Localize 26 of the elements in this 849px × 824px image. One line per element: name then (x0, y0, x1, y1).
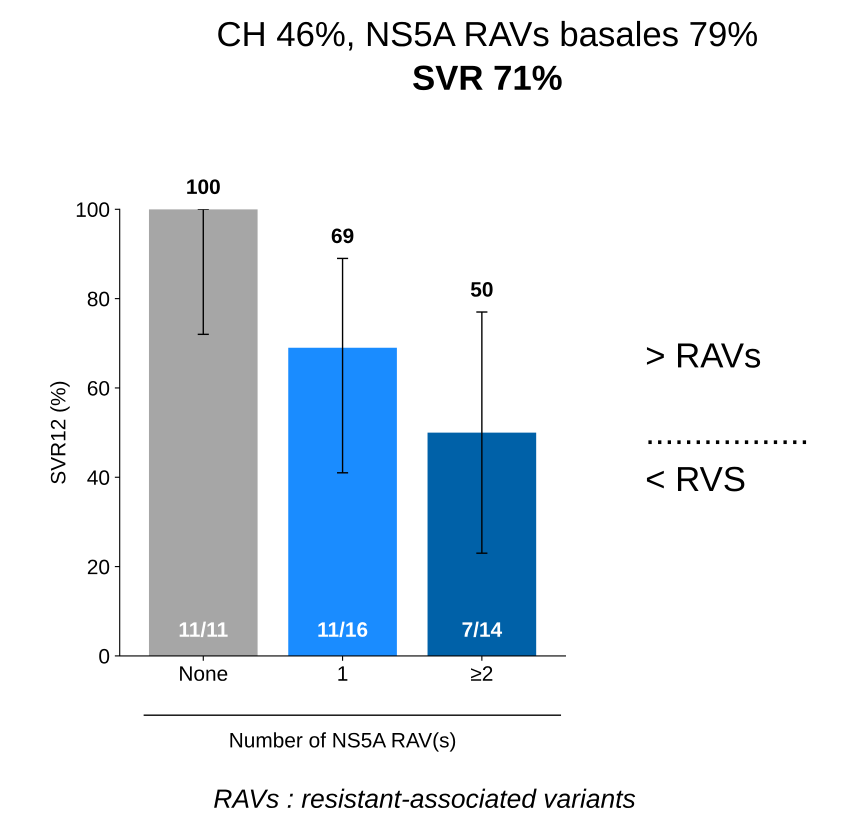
annotation: 50 (470, 282, 493, 297)
annotation: 11/11 (180, 622, 228, 638)
annotation: 69 (332, 228, 354, 244)
x-axis-title: Number of NS5A RAV(s) (230, 732, 456, 752)
y-tick-label: 100 (76, 202, 110, 218)
chart-title: CH 46%, NS5A RAVs basales 79% (218, 20, 757, 50)
y-tick-label: 80 (88, 292, 110, 306)
text: RAVs : resistant-associated variants (214, 788, 636, 808)
y-tick-label: 20 (88, 560, 110, 574)
x-tick-label: 1 (338, 666, 348, 681)
y-tick-label: 60 (88, 380, 110, 396)
bar (288, 348, 397, 656)
y-tick-label: 0 (99, 648, 110, 664)
chart-subtitle: SVR 71% (413, 65, 562, 90)
text: < RVS (646, 466, 744, 492)
x-tick-label: ≥2 (471, 666, 492, 681)
annotation: 11/16 (318, 622, 368, 638)
text: > RAVs (646, 344, 760, 368)
bar (428, 432, 536, 656)
text: ................. (648, 440, 806, 444)
annotation: 7/14 (462, 622, 502, 638)
y-tick-label: 40 (87, 470, 110, 486)
y-axis-title: SVR12 (%) (50, 382, 70, 484)
bar (148, 209, 258, 656)
x-tick-label: None (180, 666, 228, 681)
annotation: 100 (187, 179, 220, 194)
